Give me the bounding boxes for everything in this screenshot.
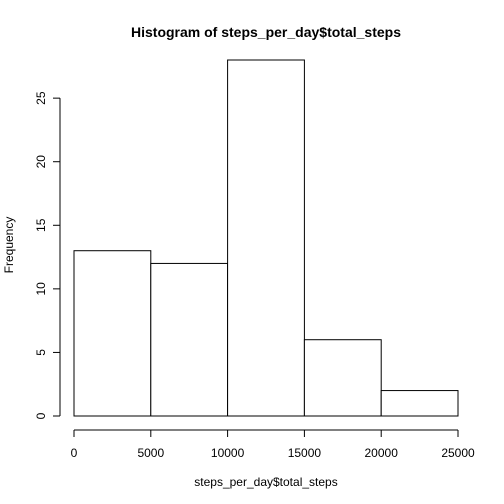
y-tick-label-4: 20 bbox=[34, 155, 48, 169]
x-axis: 0 5000 10000 15000 20000 25000 bbox=[71, 429, 475, 460]
histogram-bar-0 bbox=[73, 250, 152, 417]
x-tick-label-2: 10000 bbox=[211, 446, 245, 460]
x-tick-label-3: 15000 bbox=[288, 446, 322, 460]
y-tick-label-3: 15 bbox=[34, 218, 48, 232]
y-tick-label-0: 0 bbox=[34, 412, 48, 419]
y-axis-label: Frequency bbox=[2, 217, 16, 274]
y-tick-label-1: 5 bbox=[34, 349, 48, 356]
x-tick-label-4: 20000 bbox=[365, 446, 399, 460]
bars-layer bbox=[73, 59, 459, 417]
x-tick-label-5: 25000 bbox=[441, 446, 475, 460]
y-axis: 0 5 10 15 20 25 bbox=[34, 91, 61, 419]
x-tick-label-0: 0 bbox=[71, 446, 78, 460]
x-axis-label: steps_per_day$total_steps bbox=[194, 475, 337, 489]
histogram-bar-1 bbox=[150, 262, 229, 417]
y-tick-label-5: 25 bbox=[34, 91, 48, 105]
x-tick-label-1: 5000 bbox=[137, 446, 164, 460]
histogram-bar-4 bbox=[380, 390, 459, 417]
histogram-bar-2 bbox=[227, 59, 305, 417]
y-tick-label-2: 10 bbox=[34, 282, 48, 296]
histogram-bar-3 bbox=[303, 339, 382, 417]
chart-title: Histogram of steps_per_day$total_steps bbox=[131, 24, 401, 40]
